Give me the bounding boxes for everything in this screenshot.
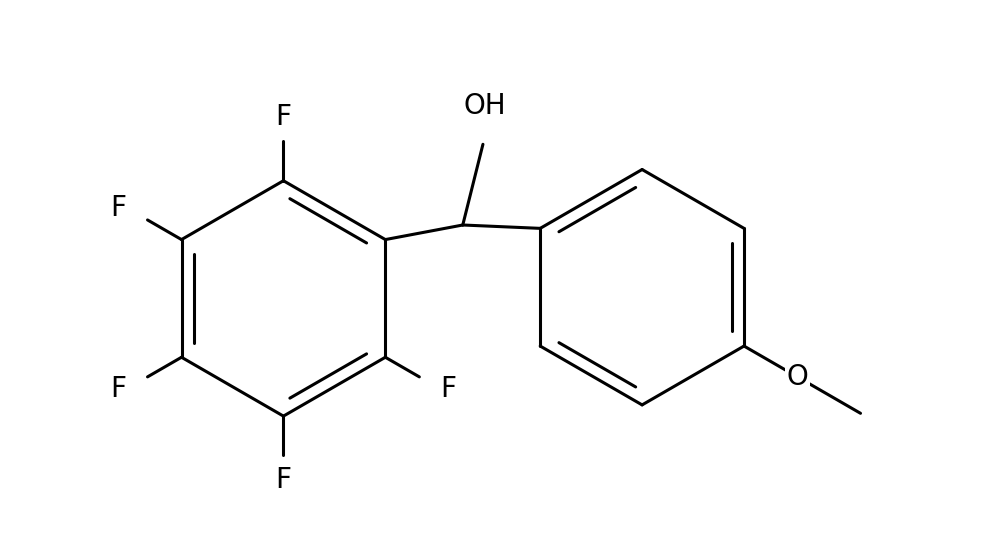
- Text: O: O: [785, 363, 807, 391]
- Text: OH: OH: [463, 92, 506, 120]
- Text: F: F: [275, 466, 291, 494]
- Text: F: F: [275, 103, 291, 131]
- Text: F: F: [110, 375, 126, 403]
- Text: F: F: [110, 194, 126, 221]
- Text: F: F: [440, 375, 456, 403]
